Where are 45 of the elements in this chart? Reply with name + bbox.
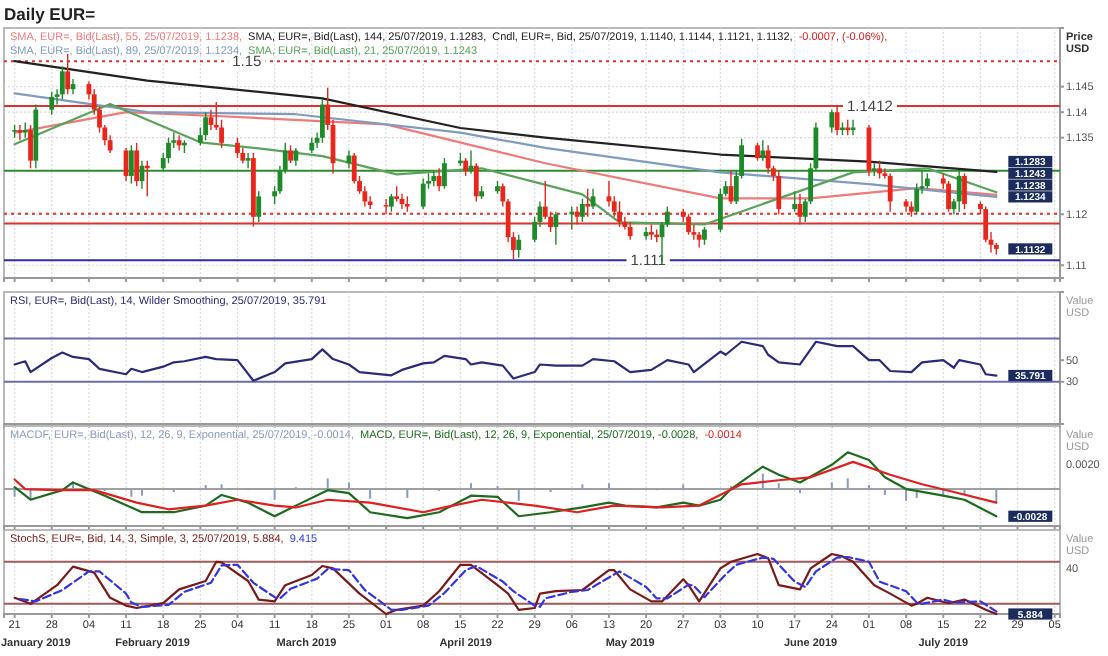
candlestick [17, 124, 23, 141]
candlestick [256, 190, 262, 223]
candlestick [134, 142, 140, 187]
candlestick [65, 53, 71, 96]
candlestick [834, 105, 840, 136]
candlestick [28, 124, 33, 170]
candlestick [686, 213, 691, 236]
candlestick [473, 162, 479, 203]
candlestick [946, 180, 951, 213]
candlestick [760, 139, 766, 162]
candlestick [776, 170, 782, 215]
candlestick [590, 188, 596, 210]
candlestick [420, 177, 426, 210]
candlestick [792, 190, 798, 213]
candlestick [245, 152, 251, 170]
candlestick [553, 210, 559, 246]
candlestick [574, 205, 580, 226]
line-series [13, 102, 998, 226]
candlestick [765, 144, 771, 175]
line-series [13, 92, 998, 198]
candlestick [829, 108, 835, 134]
candlestick [176, 134, 182, 152]
candlestick [203, 111, 209, 141]
candlestick [436, 167, 442, 192]
candlestick [516, 233, 522, 259]
candlestick [962, 172, 967, 210]
candlestick [319, 98, 325, 144]
candlestick [717, 188, 723, 233]
candlestick [383, 198, 389, 215]
candlestick [617, 200, 622, 228]
candlestick [128, 144, 134, 185]
candlestick [442, 157, 447, 190]
candlestick [49, 91, 55, 116]
candlestick [956, 170, 962, 213]
candlestick [696, 231, 702, 249]
candlestick [580, 198, 585, 223]
candlestick [235, 136, 240, 159]
candlestick [850, 119, 856, 136]
candlestick [431, 170, 437, 187]
chart-title: Daily EUR= [4, 4, 96, 24]
candlestick [585, 188, 591, 218]
candlestick [887, 172, 893, 213]
candlestick [166, 136, 171, 164]
candlestick [59, 65, 65, 101]
line-series [13, 340, 998, 382]
